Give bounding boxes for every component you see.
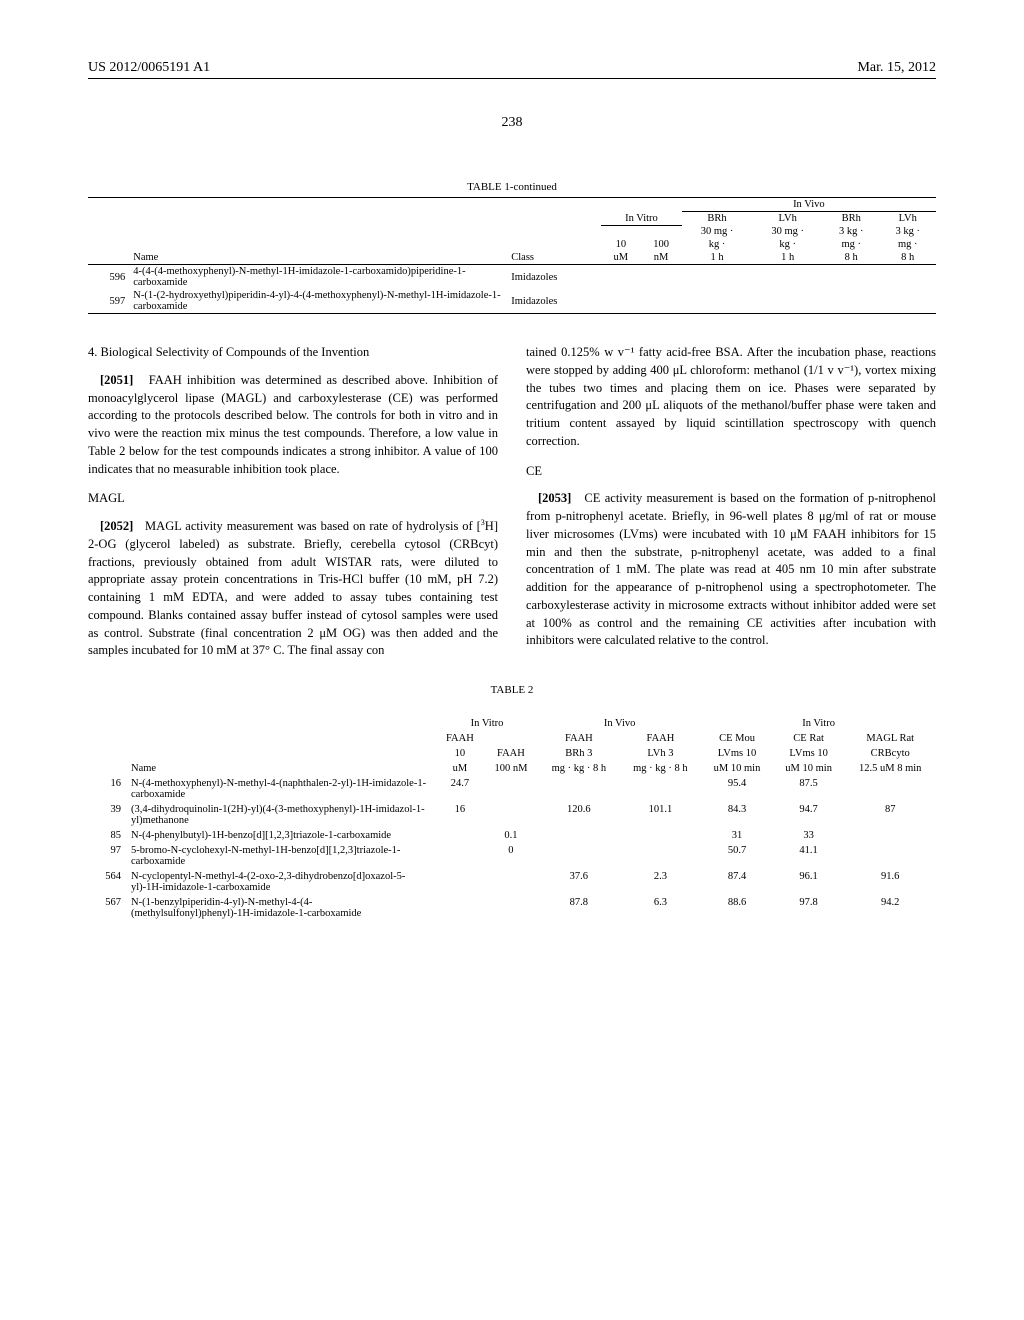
right-column: tained 0.125% w v⁻¹ fatty acid-free BSA.…	[526, 344, 936, 660]
table-row: 39 (3,4-dihydroquinolin-1(2H)-yl)(4-(3-m…	[88, 802, 936, 828]
table2: In Vitro In Vivo In Vitro FAAH FAAH FAAH…	[88, 716, 936, 921]
table1-group-invitro: In Vitro	[601, 212, 682, 226]
table-row: 567 N-(1-benzylpiperidin-4-yl)-N-methyl-…	[88, 895, 936, 921]
table1-caption: TABLE 1-continued	[88, 181, 936, 193]
magl-heading: MAGL	[88, 490, 498, 508]
table-row: 597 N-(1-(2-hydroxyethyl)piperidin-4-yl)…	[88, 289, 936, 313]
table1-col-class: Class	[507, 251, 601, 264]
table-row: 16 N-(4-methoxyphenyl)-N-methyl-4-(napht…	[88, 776, 936, 802]
para-2052a: MAGL activity measurement was based on r…	[145, 519, 481, 533]
doc-id: US 2012/0065191 A1	[88, 60, 210, 76]
para-2053: CE activity measurement is based on the …	[526, 491, 936, 647]
ce-heading: CE	[526, 463, 936, 481]
para-num-2053: [2053]	[538, 491, 571, 505]
table-row: 85 N-(4-phenylbutyl)-1H-benzo[d][1,2,3]t…	[88, 828, 936, 843]
para-2051: FAAH inhibition was determined as descri…	[88, 373, 498, 476]
header-divider	[88, 78, 936, 79]
page-number: 238	[88, 115, 936, 131]
table1: In Vivo In Vitro BRhLVhBRhLVh 30 mg ·30 …	[88, 197, 936, 314]
table-row: 596 4-(4-(4-methoxyphenyl)-N-methyl-1H-i…	[88, 265, 936, 290]
para-2052b: H] 2-OG (glycerol labeled) as substrate.…	[88, 519, 498, 657]
doc-date: Mar. 15, 2012	[857, 60, 936, 76]
table-row: 564 N-cyclopentyl-N-methyl-4-(2-oxo-2,3-…	[88, 869, 936, 895]
para-num-2052: [2052]	[100, 519, 133, 533]
table1-group-invivo: In Vivo	[682, 198, 936, 212]
section4-title: 4. Biological Selectivity of Compounds o…	[88, 344, 498, 362]
para-num-2051: [2051]	[100, 373, 133, 387]
table1-col-name: Name	[129, 251, 507, 264]
table2-caption: TABLE 2	[88, 684, 936, 696]
para-2052c: tained 0.125% w v⁻¹ fatty acid-free BSA.…	[526, 344, 936, 451]
table-row: 97 5-bromo-N-cyclohexyl-N-methyl-1H-benz…	[88, 843, 936, 869]
left-column: 4. Biological Selectivity of Compounds o…	[88, 344, 498, 660]
